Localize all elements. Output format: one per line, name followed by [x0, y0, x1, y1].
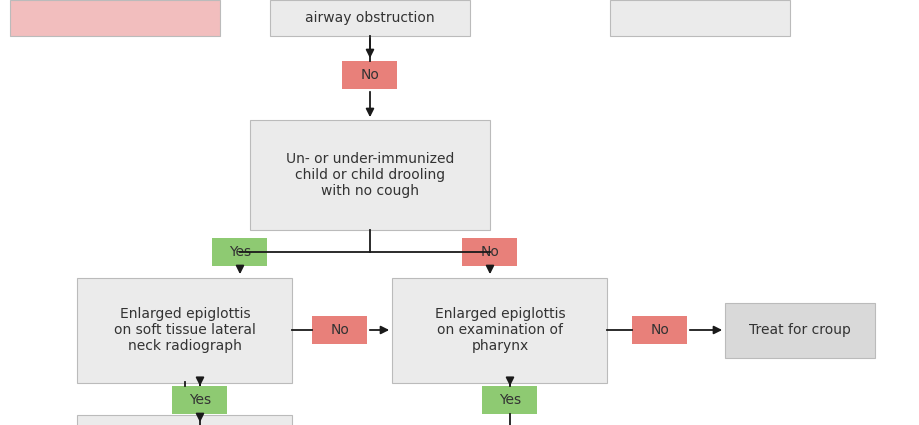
FancyBboxPatch shape	[250, 120, 490, 230]
Text: Treat for croup: Treat for croup	[748, 323, 850, 337]
Text: Yes: Yes	[188, 393, 210, 407]
FancyBboxPatch shape	[482, 386, 537, 414]
Text: Enlarged epiglottis
on soft tissue lateral
neck radiograph: Enlarged epiglottis on soft tissue later…	[114, 307, 255, 353]
FancyBboxPatch shape	[173, 386, 227, 414]
FancyBboxPatch shape	[462, 238, 516, 266]
FancyBboxPatch shape	[342, 61, 397, 89]
Text: No: No	[650, 323, 669, 337]
FancyBboxPatch shape	[312, 316, 367, 344]
Text: Un- or under-immunized
child or child drooling
with no cough: Un- or under-immunized child or child dr…	[286, 152, 454, 198]
Text: No: No	[480, 245, 499, 259]
FancyBboxPatch shape	[724, 303, 874, 357]
FancyBboxPatch shape	[609, 0, 789, 36]
Text: airway obstruction: airway obstruction	[305, 11, 435, 25]
FancyBboxPatch shape	[212, 238, 267, 266]
FancyBboxPatch shape	[77, 278, 292, 382]
FancyBboxPatch shape	[269, 0, 470, 36]
Text: No: No	[330, 323, 349, 337]
FancyBboxPatch shape	[77, 415, 292, 425]
Text: Enlarged epiglottis
on examination of
pharynx: Enlarged epiglottis on examination of ph…	[434, 307, 564, 353]
FancyBboxPatch shape	[10, 0, 220, 36]
FancyBboxPatch shape	[392, 278, 607, 382]
FancyBboxPatch shape	[632, 316, 686, 344]
Text: No: No	[360, 68, 379, 82]
Text: Yes: Yes	[498, 393, 520, 407]
Text: Yes: Yes	[229, 245, 251, 259]
